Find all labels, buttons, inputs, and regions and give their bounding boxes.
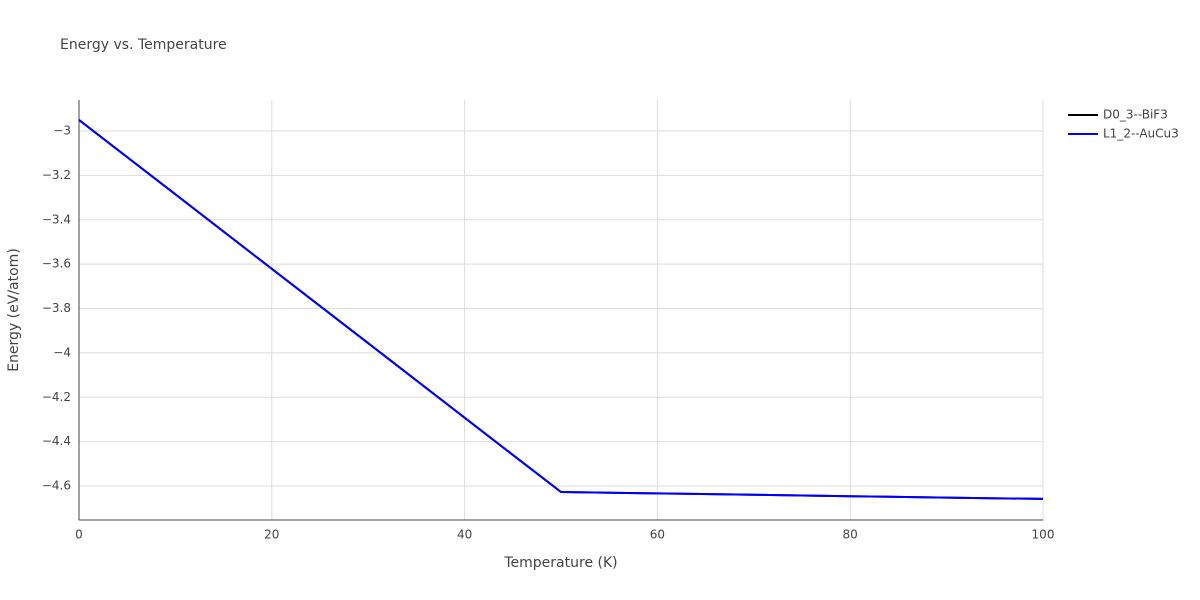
- y-tick-label: −4: [53, 345, 71, 359]
- chart-title: Energy vs. Temperature: [60, 37, 227, 53]
- x-tick-label: 0: [75, 528, 83, 542]
- y-tick-label: −3.8: [42, 301, 71, 315]
- y-tick-label: −3.4: [42, 212, 71, 226]
- x-tick-label: 80: [843, 528, 858, 542]
- legend-label: D0_3--BiF3: [1103, 108, 1168, 122]
- y-tick-label: −4.2: [42, 390, 71, 404]
- y-axis-label: Energy (eV/atom): [6, 248, 22, 372]
- x-tick-label: 60: [650, 528, 665, 542]
- x-tick-label: 100: [1032, 528, 1055, 542]
- line-series: [78, 119, 1044, 500]
- y-tick-label: −4.6: [42, 479, 71, 493]
- y-tick-label: −3: [53, 124, 71, 138]
- x-tick-label: 40: [457, 528, 472, 542]
- x-axis-label: Temperature (K): [503, 555, 617, 571]
- y-tick-label: −3.2: [42, 168, 71, 182]
- y-tick-label: −3.6: [42, 257, 71, 271]
- y-tick-label: −4.4: [42, 434, 71, 448]
- legend-label: L1_2--AuCu3: [1103, 127, 1179, 141]
- x-tick-label: 20: [264, 528, 279, 542]
